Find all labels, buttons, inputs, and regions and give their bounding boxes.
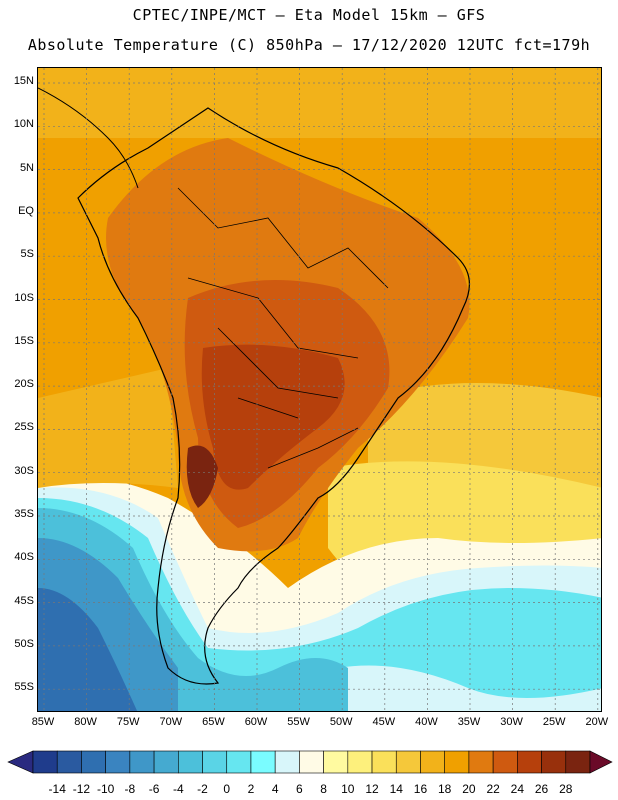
lat-label: 35S — [14, 508, 34, 520]
colorbar-swatch — [129, 750, 155, 774]
colorbar-label: -12 — [72, 782, 91, 796]
colorbar — [7, 750, 613, 774]
map-title-line1: CPTEC/INPE/MCT – Eta Model 15km – GFS — [132, 6, 486, 24]
colorbar-swatch — [56, 750, 82, 774]
colorbar-swatch — [178, 750, 203, 774]
lon-label: 80W — [74, 716, 97, 728]
grid-lines — [38, 68, 601, 711]
colorbar-swatch — [565, 750, 591, 774]
colorbar-swatch — [517, 750, 542, 774]
colorbar-label: 20 — [462, 782, 476, 796]
lat-label: 10N — [13, 118, 34, 131]
country-borders — [177, 187, 389, 469]
colorbar-swatch — [250, 750, 276, 774]
colorbar-swatch — [444, 750, 470, 774]
central-america-coastline — [38, 87, 139, 189]
colorbar-swatch — [323, 750, 349, 774]
colorbar-swatch — [420, 750, 445, 774]
colorbar-label: -8 — [124, 782, 136, 796]
lon-label: 65W — [202, 716, 225, 728]
colorbar-swatch — [274, 750, 300, 774]
lat-label: 45S — [14, 594, 34, 607]
colorbar-swatch — [541, 750, 567, 774]
colorbar-label: -2 — [197, 782, 208, 796]
colorbar-label: 6 — [296, 782, 303, 796]
colorbar-swatch — [299, 750, 324, 774]
colorbar-label: 26 — [534, 782, 549, 796]
lon-label: 20W — [585, 716, 609, 728]
colorbar-label: 28 — [559, 782, 573, 796]
colorbar-label: -14 — [48, 782, 66, 796]
colorbar-label: 24 — [510, 782, 525, 796]
pacific-band — [38, 368, 178, 488]
lat-label: 40S — [14, 551, 34, 564]
lon-label: 55W — [287, 716, 310, 728]
colorbar-label: 14 — [389, 782, 403, 796]
colorbar-swatch — [492, 750, 518, 774]
lon-label: 35W — [457, 716, 481, 728]
colorbar-label: 18 — [438, 782, 452, 796]
colorbar-label: -6 — [148, 782, 160, 796]
colorbar-swatch — [105, 750, 131, 774]
temperature-map — [37, 67, 602, 712]
lat-label: 15S — [14, 334, 34, 347]
lat-label: 10S — [14, 291, 34, 304]
colorbar-label: 0 — [223, 782, 231, 796]
colorbar-label: 2 — [247, 782, 255, 796]
map-canvas — [38, 68, 601, 711]
lat-label: 55S — [14, 681, 34, 694]
colorbar-swatch — [468, 750, 494, 774]
colorbar-swatch — [395, 750, 421, 774]
lat-label: 50S — [14, 637, 34, 650]
colorbar-label: -10 — [96, 782, 115, 796]
lat-label: 30S — [14, 464, 34, 477]
cold-airmass-dark-blue — [38, 588, 138, 711]
south-america-coastline — [77, 107, 470, 685]
lat-label: 25S — [14, 421, 34, 434]
map-title-line2: Absolute Temperature (C) 850hPa – 17/12/… — [27, 36, 591, 54]
colorbar-label: 8 — [320, 782, 327, 796]
lat-label: 5N — [19, 161, 34, 174]
lon-label: 30W — [500, 716, 523, 728]
lon-label: 70W — [159, 716, 183, 728]
lon-label: 40W — [415, 716, 438, 728]
lon-label: 50W — [329, 716, 353, 728]
colorbar-swatch — [32, 750, 58, 774]
lat-label: 15N — [13, 75, 34, 87]
heat-core — [186, 445, 218, 508]
colorbar-swatch — [81, 750, 106, 774]
colorbar-label: -4 — [172, 782, 184, 796]
lon-label: 60W — [244, 716, 268, 728]
colorbar-swatch — [226, 750, 252, 774]
colorbar-swatch — [371, 750, 397, 774]
colorbar-label: 10 — [341, 782, 355, 796]
lon-label: 45W — [372, 716, 396, 728]
colorbar-over-arrow — [589, 750, 613, 774]
lat-label: 20S — [14, 378, 34, 391]
colorbar-label: 22 — [486, 782, 500, 796]
lat-label: 5S — [20, 248, 34, 261]
lon-label: 75W — [116, 716, 140, 728]
lat-label: EQ — [18, 204, 34, 217]
lon-label: 25W — [542, 716, 566, 728]
lon-label: 85W — [31, 716, 55, 728]
colorbar-label: 4 — [271, 782, 279, 796]
colorbar-label: 16 — [413, 782, 428, 796]
colorbar-swatch — [347, 750, 373, 774]
colorbar-swatch — [202, 750, 228, 774]
colorbar-under-arrow — [7, 750, 34, 774]
chaco-heat — [201, 344, 345, 490]
colorbar-label: 12 — [365, 782, 379, 796]
colorbar-swatch — [153, 750, 179, 774]
